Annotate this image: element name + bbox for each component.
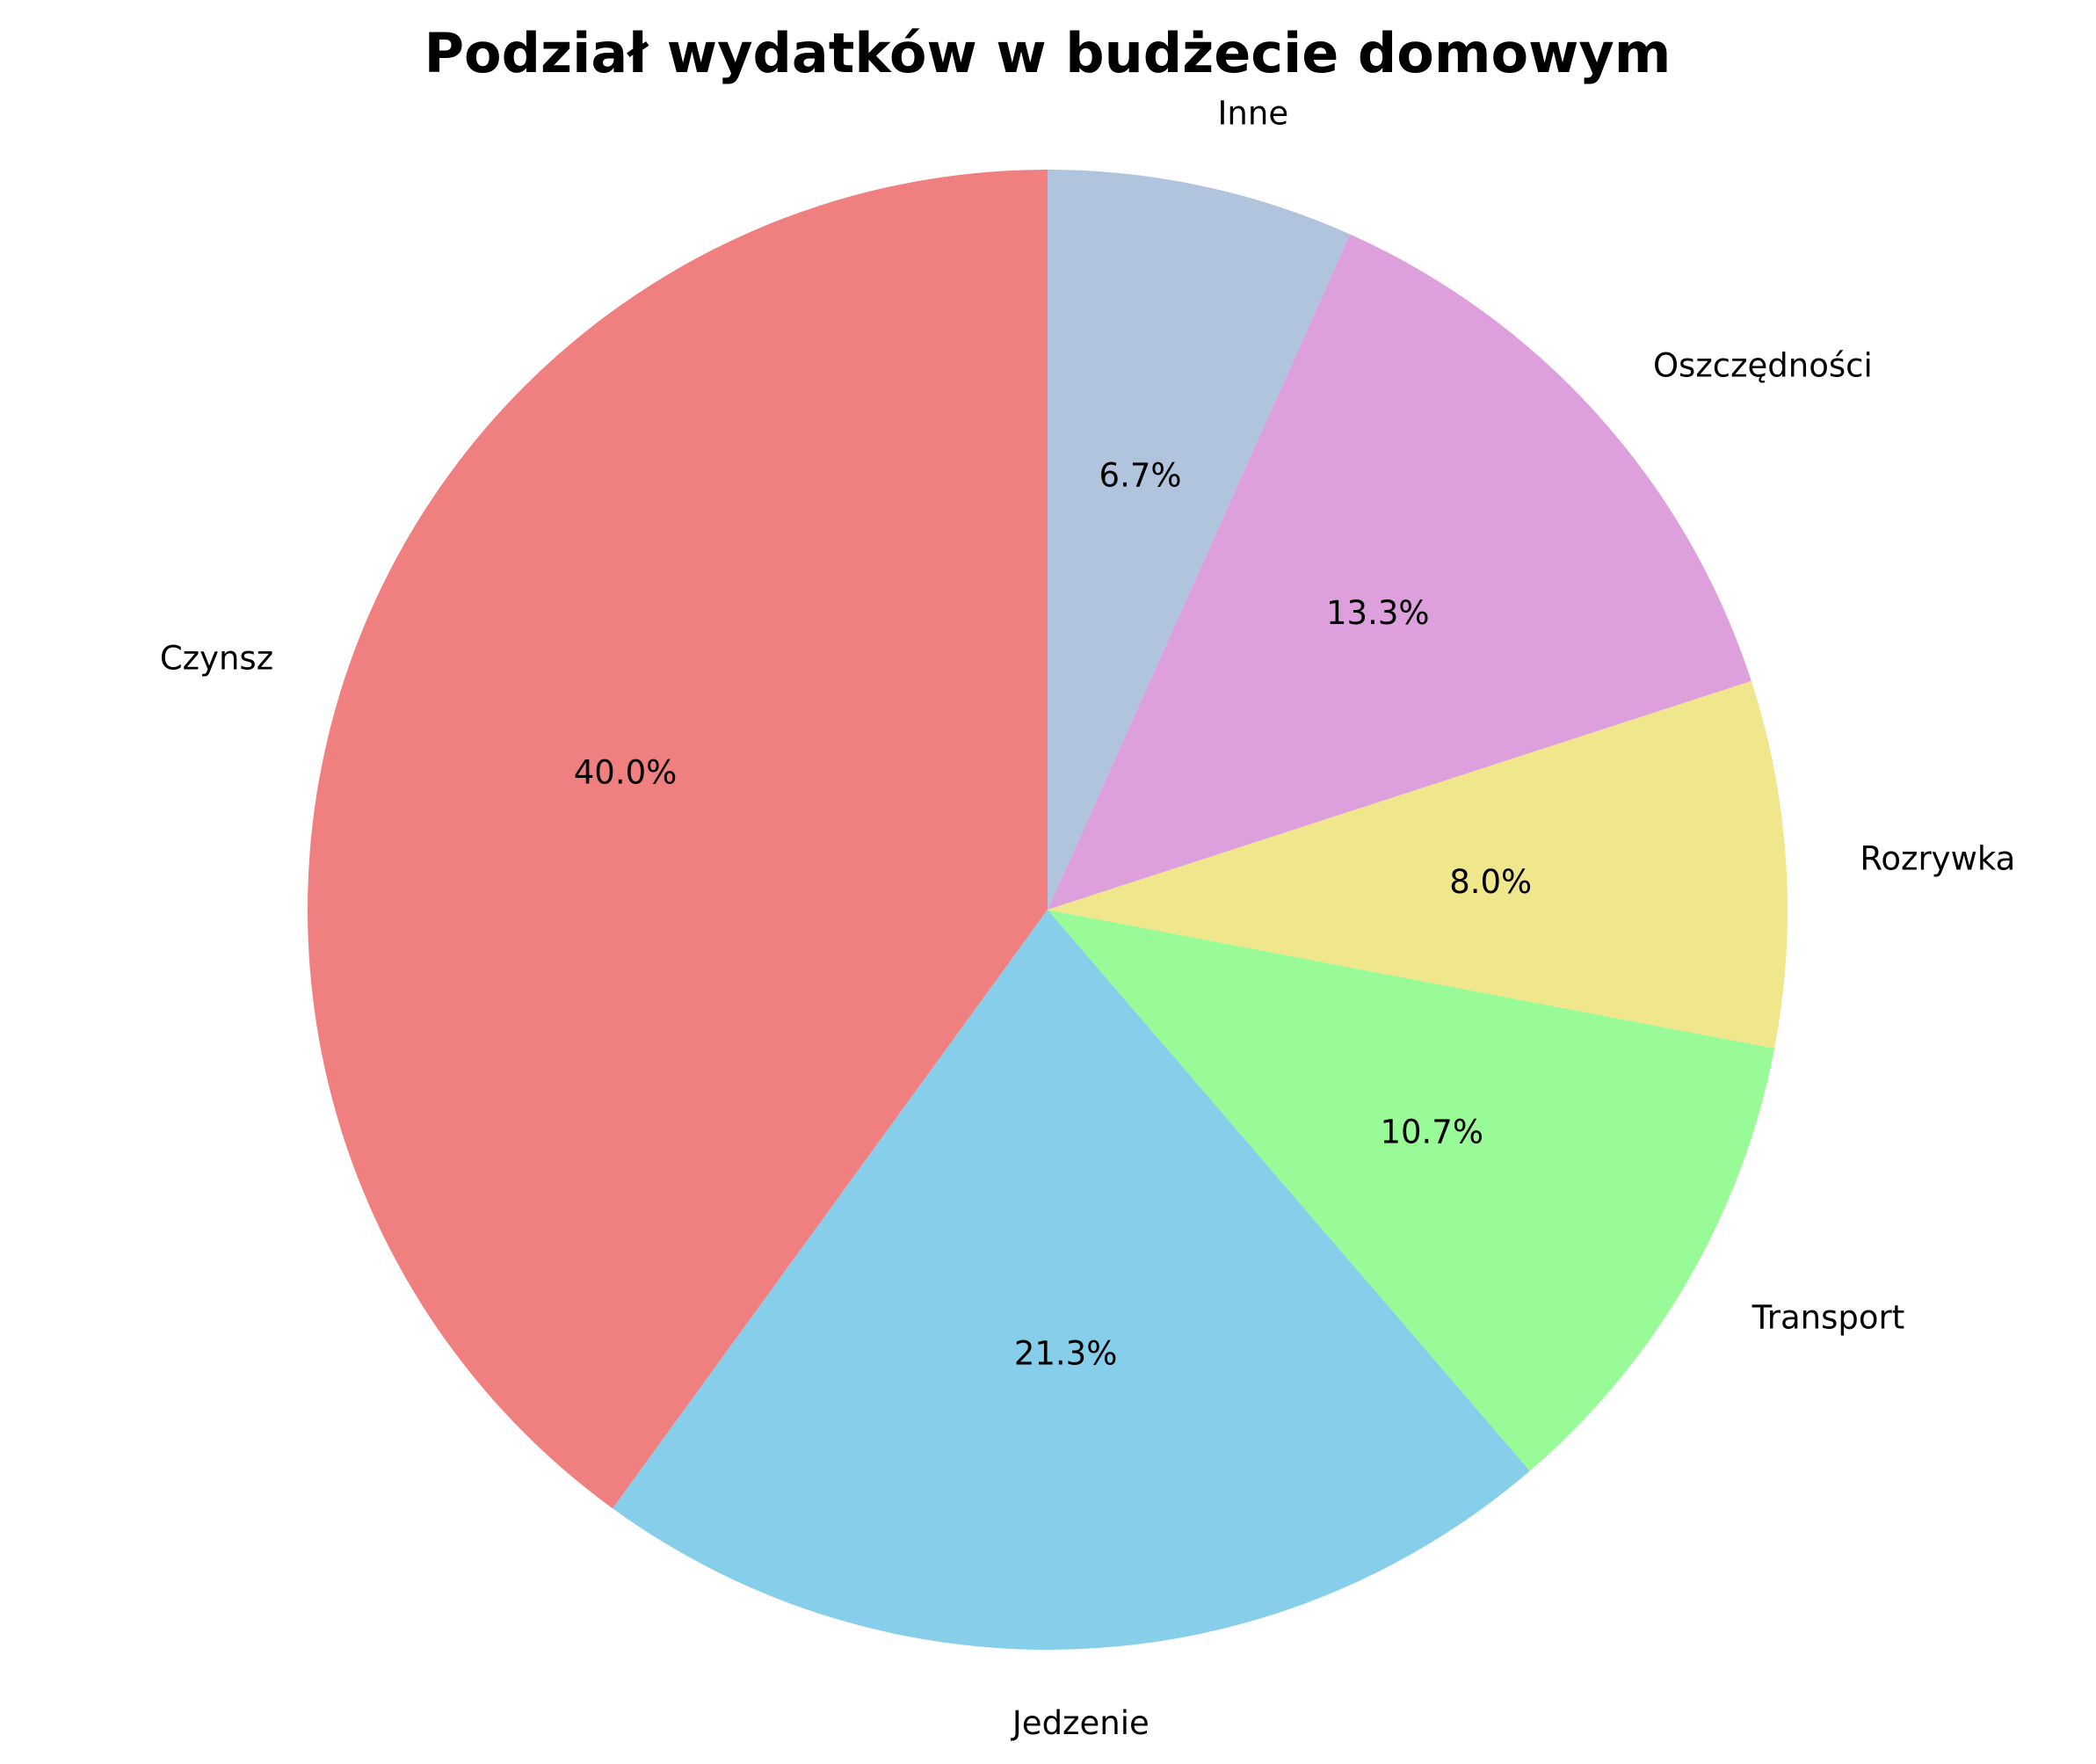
slice-category-label: Rozrywka — [1860, 839, 2015, 877]
labels-layer: 40.0% Czynsz 21.3% Jedzenie 10.7% Transport 8.… — [160, 95, 2015, 1742]
slice-percent-label: 8.0% — [1449, 863, 1532, 901]
pie-slice-transport — [1048, 910, 1775, 1471]
slice-category-label: Czynsz — [160, 639, 273, 677]
pie-slice-jedzenie — [613, 910, 1530, 1650]
slices-layer — [307, 170, 1788, 1650]
slice-percent-label: 6.7% — [1099, 456, 1182, 494]
chart-title: Podział wydatków w budżecie domowym — [424, 21, 1672, 85]
slice-category-label: Inne — [1218, 95, 1289, 133]
pie-slice-czynsz — [307, 170, 1048, 1509]
slice-percent-label: 10.7% — [1380, 1114, 1483, 1151]
pie-slice-inne — [1048, 170, 1351, 910]
slice-percent-label: 40.0% — [574, 753, 678, 791]
slice-percent-label: 13.3% — [1326, 594, 1430, 632]
slice-category-label: Oszczędności — [1653, 346, 1873, 384]
slice-category-label: Jedzenie — [1011, 1704, 1150, 1742]
pie-slice-rozrywka — [1048, 680, 1788, 1049]
slice-category-label: Transport — [1752, 1298, 1905, 1336]
pie-slice-oszczędności — [1048, 234, 1752, 910]
slice-percent-label: 21.3% — [1014, 1334, 1118, 1372]
